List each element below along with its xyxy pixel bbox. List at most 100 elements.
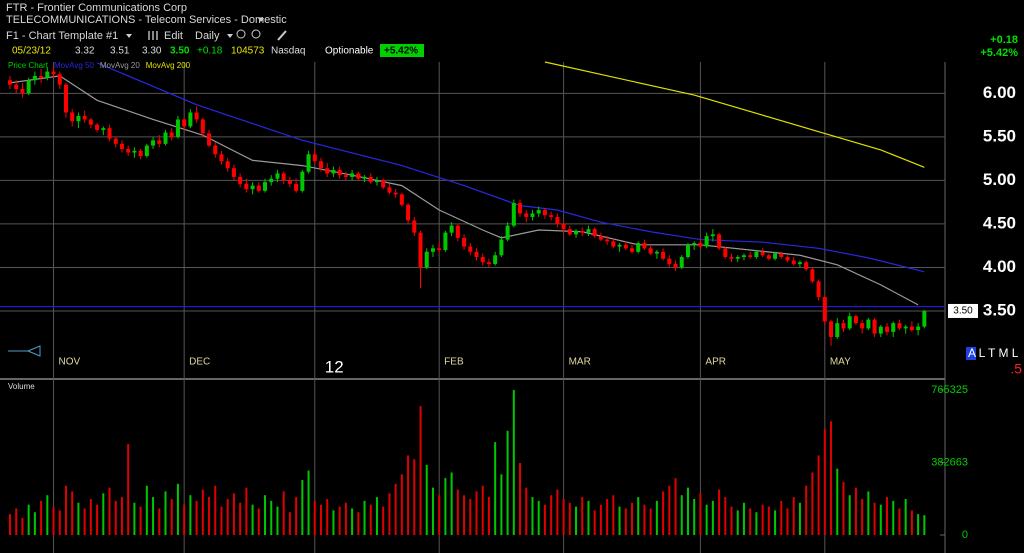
candle-body	[350, 173, 355, 177]
candle-body	[542, 209, 547, 216]
volume-bar	[357, 512, 360, 535]
side-letters[interactable]: A L T M L	[968, 346, 1019, 360]
volume-bar	[450, 472, 453, 535]
candle-body	[567, 229, 572, 235]
right-change: +0.18	[990, 34, 1018, 46]
candle-body	[76, 115, 81, 122]
x-tick-label: MAY	[830, 357, 851, 368]
y-tick-label: 4.50	[983, 213, 1016, 232]
candle-body	[26, 80, 31, 94]
candle-body	[673, 263, 678, 268]
candle-body	[362, 176, 367, 179]
volume-bar	[475, 491, 478, 535]
candle-body	[194, 112, 199, 120]
y-tick-label: 765325	[931, 384, 968, 396]
candle-body	[729, 256, 734, 259]
volume-bar	[910, 510, 913, 535]
volume-bar	[668, 485, 671, 535]
candle-body	[337, 169, 342, 176]
candle-body	[785, 256, 790, 261]
candle-body	[847, 316, 852, 329]
candle-body	[39, 75, 44, 78]
candle-body	[704, 236, 709, 247]
volume-bar	[64, 485, 67, 535]
candle-body	[70, 112, 75, 122]
volume-bar	[133, 502, 136, 535]
scroll-widget[interactable]	[8, 345, 41, 357]
volume-bar	[282, 491, 285, 535]
volume-bar	[264, 495, 267, 535]
candle-body	[891, 323, 896, 332]
volume-bar	[612, 495, 615, 535]
volume-bar	[693, 498, 696, 535]
draw-tool[interactable]	[277, 30, 287, 41]
candle-body	[443, 232, 448, 251]
candle-body	[138, 150, 143, 157]
quote-change: +0.18	[197, 46, 223, 57]
volume-bar	[369, 504, 372, 535]
candle-body	[493, 255, 498, 264]
candle-body	[393, 192, 398, 195]
volume-bar	[599, 504, 602, 535]
candle-body	[903, 326, 908, 329]
zoom-in[interactable]	[236, 29, 246, 39]
candle-body	[754, 251, 759, 257]
candle-body	[343, 175, 348, 177]
candle-body	[486, 262, 491, 264]
period[interactable]: Daily	[195, 30, 220, 42]
candle-body	[45, 71, 50, 78]
volume-bar	[798, 502, 801, 535]
candle-body	[897, 323, 902, 329]
candle-body	[399, 194, 404, 205]
candle-body	[225, 161, 230, 169]
volume-bar	[575, 506, 578, 535]
candle-body	[287, 180, 292, 184]
candle-body	[679, 256, 684, 268]
y-tick-label: 382663	[931, 456, 968, 468]
volume-bar	[332, 510, 335, 535]
volume-bar	[164, 491, 167, 535]
volume-bar	[469, 498, 472, 535]
candle-body	[151, 140, 156, 146]
volume-bar	[295, 497, 298, 535]
candle-body	[592, 229, 597, 237]
volume-bar	[9, 514, 11, 535]
dropdown-arrow[interactable]	[258, 18, 264, 22]
volume-bar	[239, 502, 242, 535]
candle-body	[561, 223, 566, 230]
volume-bar	[208, 497, 211, 535]
dropdown-arrow[interactable]	[126, 34, 132, 38]
candle-body	[810, 269, 815, 282]
volume-bar	[251, 504, 254, 535]
candle-body	[126, 149, 131, 153]
volume-bar	[127, 444, 130, 535]
side-highlight[interactable]	[966, 347, 976, 360]
dropdown-arrow[interactable]	[227, 34, 233, 38]
edit-button[interactable]: Edit	[164, 30, 183, 42]
zoom-out[interactable]	[251, 29, 261, 39]
candle-body	[113, 138, 118, 144]
volume-bar	[519, 462, 522, 535]
volume-bar	[276, 506, 279, 535]
change-pct: +5.42%	[384, 46, 418, 57]
volume-bar	[195, 500, 198, 535]
candle-body	[250, 185, 255, 190]
candle-body	[835, 323, 840, 338]
candle-body	[505, 225, 510, 240]
template[interactable]: F1 - Chart Template #1	[6, 30, 118, 42]
candle-body	[773, 253, 778, 259]
candle-body	[101, 128, 106, 130]
candle-body	[14, 84, 19, 89]
candle-body	[238, 176, 243, 184]
candle-body	[231, 168, 236, 177]
volume-bar	[363, 500, 366, 535]
candle-body	[256, 185, 261, 191]
candle-body	[916, 326, 921, 331]
volume-bar	[923, 515, 926, 535]
volume-bar	[201, 489, 204, 535]
volume-bar	[649, 508, 652, 535]
volume-bar	[394, 483, 397, 535]
volume-bar	[170, 498, 173, 535]
legend-entry: Price Chart	[8, 61, 49, 70]
